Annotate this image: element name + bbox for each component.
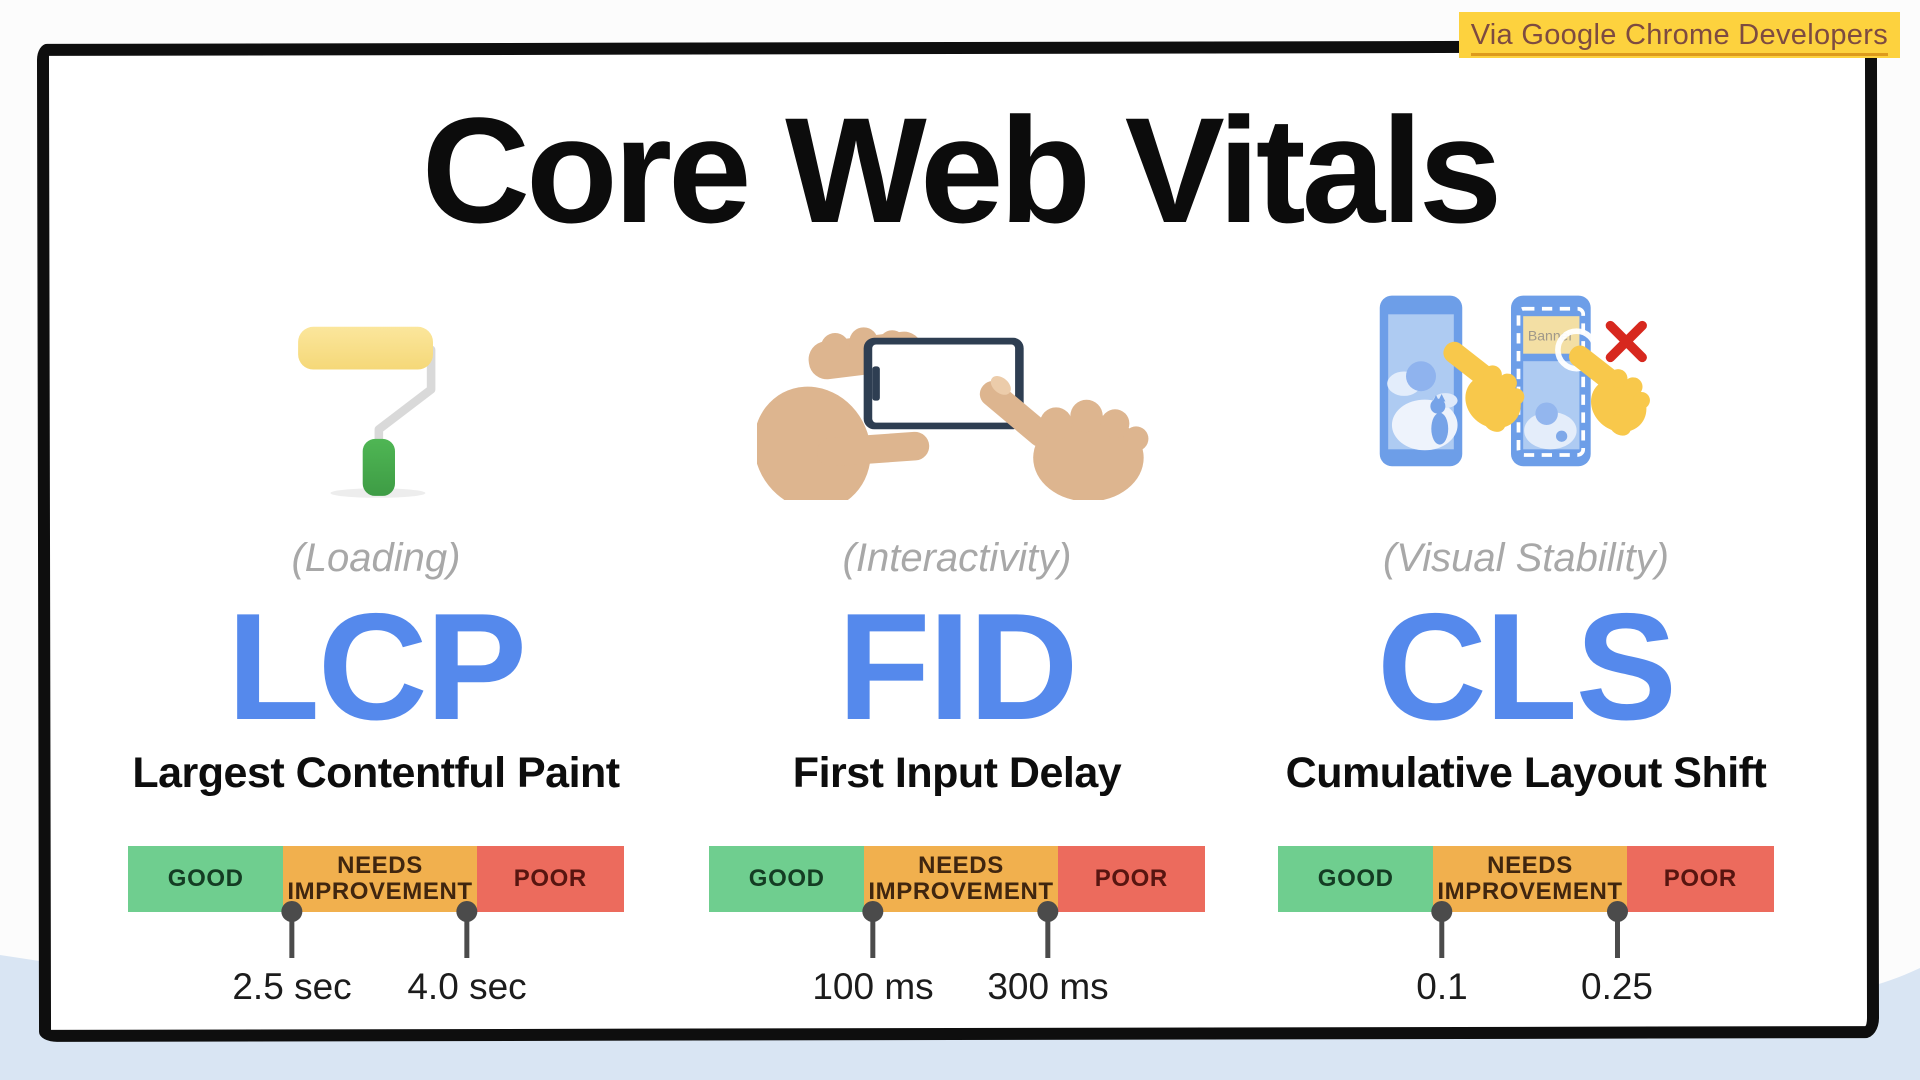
metric-acronym: LCP <box>227 582 527 752</box>
marker-stem <box>1439 920 1445 959</box>
paint-roller-icon <box>298 326 436 498</box>
segment-good: GOOD <box>709 846 865 913</box>
rating-bar: GOOD NEEDS IMPROVEMENT POOR <box>1278 846 1774 913</box>
threshold-value: 0.1 <box>1416 966 1468 1008</box>
marker-stem <box>464 920 470 959</box>
category-label: (Visual Stability) <box>1382 536 1670 580</box>
threshold-value: 300 ms <box>987 966 1109 1008</box>
lcp-icon-box <box>96 288 656 500</box>
rating-bar: GOOD NEEDS IMPROVEMENT POOR <box>709 846 1205 913</box>
rating-scale: GOOD NEEDS IMPROVEMENT POOR 0.1 0.25 <box>1278 846 1774 1007</box>
rating-scale: GOOD NEEDS IMPROVEMENT POOR 2.5 sec 4.0 … <box>128 846 624 1007</box>
metric-acronym: CLS <box>1377 582 1677 752</box>
marker-stem <box>289 920 295 959</box>
threshold-value: 100 ms <box>812 966 934 1008</box>
red-x-icon <box>1605 320 1647 363</box>
page-title: Core Web Vitals <box>421 86 1503 254</box>
segment-poor: POOR <box>476 846 624 913</box>
rating-bar: GOOD NEEDS IMPROVEMENT POOR <box>128 846 624 913</box>
attribution-link[interactable]: Via Google Chrome Developers <box>1458 12 1900 58</box>
threshold-marker: 0.25 <box>1581 901 1653 1008</box>
segment-needs-improvement: NEEDS IMPROVEMENT <box>864 846 1058 913</box>
threshold-marker: 300 ms <box>987 901 1109 1008</box>
fid-icon-box <box>677 288 1237 500</box>
segment-poor: POOR <box>1626 846 1774 913</box>
segment-good: GOOD <box>1278 846 1434 913</box>
marker-dot <box>281 901 303 923</box>
threshold-marker: 100 ms <box>812 901 934 1008</box>
tap-phone-icon <box>757 327 1149 500</box>
metric-name: First Input Delay <box>792 749 1122 798</box>
category-label: (Loading) <box>291 536 461 580</box>
threshold-marker: 0.1 <box>1416 901 1468 1008</box>
marker-dot <box>1606 901 1628 923</box>
layout-shift-icon: Banner <box>1379 295 1662 467</box>
marker-stem <box>1614 920 1620 959</box>
metric-name: Cumulative Layout Shift <box>1285 749 1767 798</box>
marker-stem <box>870 920 876 959</box>
metric-column-fid: (Interactivity) FID First Input Delay GO… <box>677 288 1237 1007</box>
attribution-label: Via Google Chrome Developers <box>1470 19 1888 56</box>
category-label: (Interactivity) <box>842 536 1072 580</box>
cls-icon-box: Banner <box>1246 288 1806 500</box>
threshold-value: 0.25 <box>1580 966 1654 1008</box>
rating-scale: GOOD NEEDS IMPROVEMENT POOR 100 ms 300 m… <box>709 846 1205 1007</box>
metric-acronym: FID <box>837 582 1079 752</box>
metric-name: Largest Contentful Paint <box>132 749 620 798</box>
marker-dot <box>1037 901 1059 923</box>
segment-needs-improvement: NEEDS IMPROVEMENT <box>283 846 477 913</box>
marker-dot <box>1431 901 1453 923</box>
metric-column-lcp: (Loading) LCP Largest Contentful Paint G… <box>96 288 656 1007</box>
segment-good: GOOD <box>128 846 284 913</box>
marker-dot <box>862 901 884 923</box>
threshold-value: 2.5 sec <box>232 966 352 1008</box>
segment-needs-improvement: NEEDS IMPROVEMENT <box>1433 846 1627 913</box>
threshold-marker: 4.0 sec <box>407 901 527 1008</box>
threshold-marker: 2.5 sec <box>232 901 352 1008</box>
marker-stem <box>1045 920 1051 959</box>
segment-poor: POOR <box>1057 846 1205 913</box>
marker-dot <box>456 901 478 923</box>
metric-column-cls: Banner (Visual Stability) CLS Cumulative… <box>1246 288 1806 1007</box>
threshold-value: 4.0 sec <box>407 966 527 1008</box>
